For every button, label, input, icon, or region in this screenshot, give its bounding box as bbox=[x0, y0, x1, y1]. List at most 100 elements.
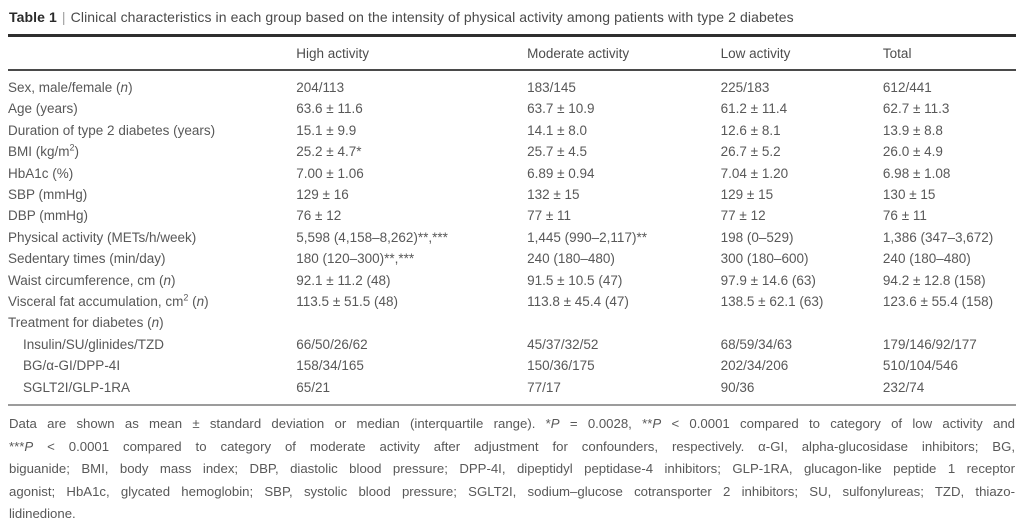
cell-value: 63.7 ± 10.9 bbox=[527, 101, 595, 117]
cell-value: 90/36 bbox=[720, 379, 755, 395]
cell-value: 240 (180–480) bbox=[527, 251, 615, 267]
cell-value: 510/104/546 bbox=[882, 358, 958, 374]
row-label: Treatment for diabetes (n) bbox=[8, 315, 164, 331]
table-row: Duration of type 2 diabetes (years) 15.1 … bbox=[8, 120, 1016, 141]
table-row: BG/α-GI/DPP-4I 158/34/165 150/36/175 202/34… bbox=[8, 355, 1016, 376]
table-row: BMI (kg/m2) 25.2 ± 4.7* 25.7 ± 4.5 26.7 ± 5… bbox=[8, 141, 1016, 162]
row-label: SBP (mmHg) bbox=[8, 187, 88, 203]
cell-value: 94.2 ± 12.8 (158) bbox=[882, 272, 986, 288]
table-row: Visceral fat accumulation, cm2 (n) 113.5 … bbox=[8, 291, 1016, 312]
footnote-line: agonist; HbA1c, glycated hemoglobin; SBP… bbox=[9, 483, 1015, 499]
cell-value: 204/113 bbox=[296, 80, 345, 95]
table-row: DBP (mmHg) 76 ± 12 77 ± 11 77 ± 12 76 ± 11 bbox=[8, 205, 1016, 226]
cell-value: 132 ± 15 bbox=[527, 187, 580, 203]
cell-value: 63.6 ± 11.6 bbox=[296, 101, 363, 117]
footnote-line: lidinedione. bbox=[9, 506, 76, 522]
cell-value: 97.9 ± 14.6 (63) bbox=[720, 272, 816, 288]
cell-value: 129 ± 15 bbox=[720, 187, 774, 203]
cell-value: 76 ± 12 bbox=[296, 208, 342, 224]
table-title: Table 1 | Clinical characteristics in each… bbox=[8, 5, 1016, 34]
cell-value: 1,386 (347–3,672) bbox=[882, 229, 994, 245]
cell-value: 62.7 ± 11.3 bbox=[882, 101, 950, 117]
cell-value bbox=[527, 312, 721, 333]
row-label: Age (years) bbox=[8, 101, 78, 117]
cell-value: 183/145 bbox=[527, 80, 576, 95]
table-row: Waist circumference, cm (n) 92.1 ± 11.2 (… bbox=[8, 270, 1016, 291]
column-header-low-activity: Low activity bbox=[720, 35, 883, 71]
cell-value: 26.7 ± 5.2 bbox=[720, 144, 781, 160]
cell-value: 68/59/34/63 bbox=[720, 336, 792, 352]
cell-value: 14.1 ± 8.0 bbox=[527, 122, 588, 138]
table-row: Physical activity (METs/h/week) 5,598 (4,… bbox=[8, 227, 1016, 248]
cell-value: 25.7 ± 4.5 bbox=[527, 144, 588, 160]
column-header-variable bbox=[8, 35, 297, 71]
row-label: BMI (kg/m2) bbox=[8, 142, 80, 160]
cell-value: 198 (0–529) bbox=[720, 229, 794, 245]
table-row: HbA1c (%) 7.00 ± 1.06 6.89 ± 0.94 7.04 ± 1.… bbox=[8, 163, 1016, 184]
cell-value: 6.98 ± 1.08 bbox=[882, 165, 951, 181]
column-header-moderate-activity: Moderate activity bbox=[527, 35, 721, 71]
column-header-total: Total bbox=[882, 35, 1016, 71]
row-label: HbA1c (%) bbox=[8, 165, 74, 181]
row-label: Physical activity (METs/h/week) bbox=[8, 229, 197, 245]
cell-value: 150/36/175 bbox=[527, 358, 595, 374]
cell-value: 65/21 bbox=[296, 379, 331, 395]
cell-value: 61.2 ± 11.4 bbox=[720, 101, 788, 117]
cell-value: 15.1 ± 9.9 bbox=[296, 122, 357, 138]
cell-value: 76 ± 11 bbox=[882, 208, 927, 224]
cell-value: 13.9 ± 8.8 bbox=[882, 122, 943, 138]
row-label: Waist circumference, cm (n) bbox=[8, 272, 176, 288]
cell-value: 612/441 bbox=[882, 80, 932, 95]
cell-value bbox=[883, 312, 1016, 333]
cell-value: 130 ± 15 bbox=[882, 187, 936, 203]
table-caption: Clinical characteristics in each group b… bbox=[70, 9, 794, 25]
row-label: SGLT2I/GLP-1RA bbox=[23, 379, 131, 395]
cell-value: 77 ± 11 bbox=[527, 208, 572, 224]
table-header: High activity Moderate activity Low acti… bbox=[8, 35, 1016, 71]
cell-value: 45/37/32/52 bbox=[527, 336, 599, 352]
cell-value: 7.00 ± 1.06 bbox=[296, 165, 364, 181]
title-separator: | bbox=[61, 9, 66, 25]
cell-value: 92.1 ± 11.2 (48) bbox=[296, 272, 391, 288]
column-header-high-activity: High activity bbox=[296, 35, 528, 71]
header-row: High activity Moderate activity Low acti… bbox=[8, 35, 1016, 71]
table-row: Treatment for diabetes (n) bbox=[8, 312, 1016, 333]
cell-value: 77 ± 12 bbox=[720, 208, 766, 224]
cell-value: 66/50/26/62 bbox=[296, 336, 368, 352]
row-label: Duration of type 2 diabetes (years) bbox=[8, 122, 216, 138]
footnote-line: Data are shown as mean ± standard deviat… bbox=[9, 416, 1015, 432]
cell-value: 113.8 ± 45.4 (47) bbox=[527, 294, 629, 310]
cell-value: 240 (180–480) bbox=[882, 251, 971, 267]
row-label: Sedentary times (min/day) bbox=[8, 251, 166, 267]
footnote-line: biguanide; BMI, body mass index; DBP, di… bbox=[9, 461, 1015, 477]
table-row: Age (years) 63.6 ± 11.6 63.7 ± 10.9 61.2 ± … bbox=[8, 98, 1016, 119]
cell-value: 6.89 ± 0.94 bbox=[527, 165, 595, 181]
cell-value bbox=[296, 312, 527, 333]
cell-value: 158/34/165 bbox=[296, 358, 364, 374]
footnote-line: ***P < 0.0001 compared to category of mo… bbox=[9, 438, 1015, 454]
cell-value: 300 (180–600) bbox=[720, 251, 809, 267]
table-row: Insulin/SU/glinides/TZD 66/50/26/62 45/37/… bbox=[8, 334, 1016, 355]
table-row: SGLT2I/GLP-1RA 65/21 77/17 90/36 232/74 bbox=[8, 377, 1016, 405]
cell-value: 180 (120–300)**,*** bbox=[296, 251, 415, 267]
row-label: DBP (mmHg) bbox=[8, 208, 89, 224]
cell-value: 179/146/92/177 bbox=[882, 336, 977, 352]
cell-value: 91.5 ± 10.5 (47) bbox=[527, 272, 623, 288]
row-label: Visceral fat accumulation, cm2 (n) bbox=[8, 292, 209, 310]
cell-value: 232/74 bbox=[882, 379, 925, 395]
cell-value: 202/34/206 bbox=[720, 358, 789, 374]
table-row: SBP (mmHg) 129 ± 16 132 ± 15 129 ± 15 130 ± … bbox=[8, 184, 1016, 205]
cell-value: 1,445 (990–2,117)** bbox=[527, 229, 647, 245]
row-label: Sex, male/female (n) bbox=[8, 80, 133, 95]
cell-value: 12.6 ± 8.1 bbox=[720, 122, 781, 138]
cell-value: 113.5 ± 51.5 (48) bbox=[296, 294, 399, 310]
row-label: BG/α-GI/DPP-4I bbox=[23, 358, 121, 374]
cell-value: 77/17 bbox=[527, 379, 561, 395]
cell-value: 25.2 ± 4.7* bbox=[296, 144, 362, 160]
cell-value: 7.04 ± 1.20 bbox=[720, 165, 789, 181]
cell-value: 225/183 bbox=[720, 80, 770, 95]
table-number-label: Table 1 bbox=[9, 9, 57, 25]
row-label: Insulin/SU/glinides/TZD bbox=[23, 336, 165, 352]
table-footnote: Data are shown as mean ± standard deviat… bbox=[8, 406, 1016, 526]
